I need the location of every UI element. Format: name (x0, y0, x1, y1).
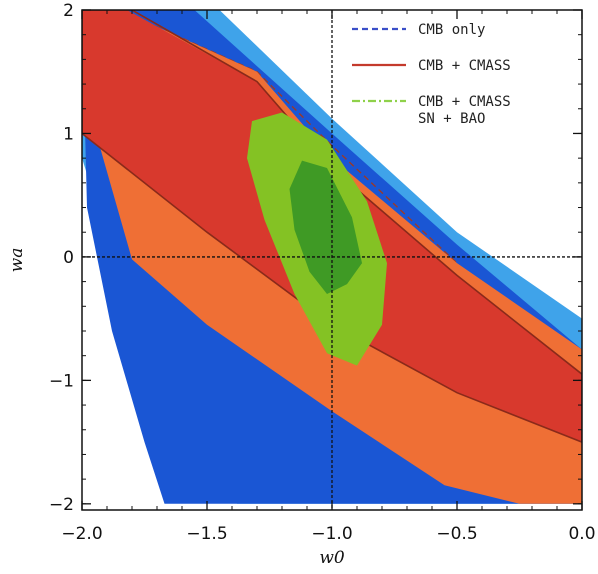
x-axis-label: w0 (319, 548, 345, 568)
y-axis-label: wa (7, 248, 27, 273)
reference-lines (82, 10, 582, 510)
y-tick-label: 0 (63, 248, 74, 268)
axis-ticks: −2.0 −1.5 −1.0 −0.5 0.0 −2 −1 0 1 2 (49, 1, 596, 544)
x-tick-label: −0.5 (436, 524, 477, 544)
cmb-cmass-68-outline (82, 10, 582, 443)
y-tick-label: −2 (49, 495, 74, 515)
legend-label: SN + BAO (418, 111, 485, 127)
cmb-only-dashed-edge (119, 10, 582, 400)
x-tick-label: −2.0 (61, 524, 102, 544)
x-tick-label: −1.5 (186, 524, 227, 544)
cmb-cmass-sn-bao-68-region (289, 160, 362, 294)
y-tick-label: −1 (49, 371, 74, 391)
legend-label: CMB only (418, 22, 485, 38)
x-tick-label: 0.0 (568, 524, 595, 544)
y-tick-label: 2 (63, 1, 74, 21)
x-tick-label: −1.0 (311, 524, 352, 544)
legend-label: CMB + CMASS (418, 58, 511, 74)
y-tick-label: 1 (63, 124, 74, 144)
legend-label: CMB + CMASS (418, 94, 511, 110)
